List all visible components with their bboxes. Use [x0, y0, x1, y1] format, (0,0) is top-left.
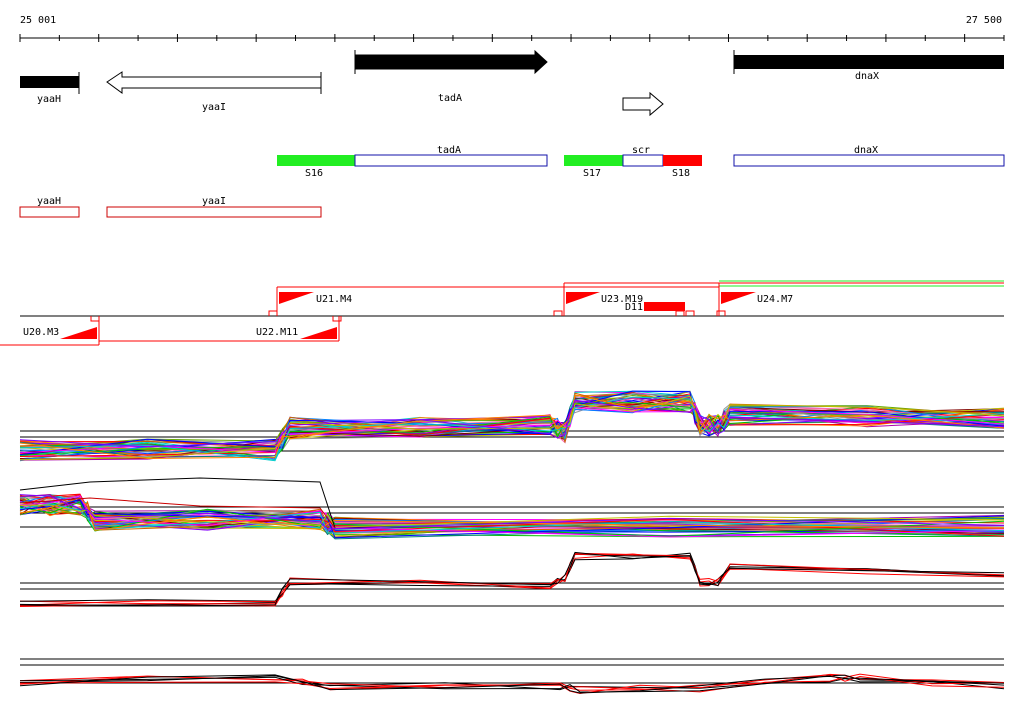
gene-small-arrow[interactable] — [622, 91, 664, 117]
transcript-track: tadA S16 scr S17 S18 dnaX — [277, 145, 1005, 179]
promoter-U22-label: U22.M11 — [256, 327, 298, 338]
promoter-site-mark — [553, 310, 563, 316]
gene-yaaI-label: yaaI — [202, 102, 226, 113]
expression-profile-line — [19, 553, 1005, 606]
expression-profile-line — [19, 553, 1005, 602]
annotation-yaaI-box[interactable] — [106, 206, 322, 218]
expression-profile-line — [19, 495, 1005, 533]
expression-profile-line — [19, 504, 1005, 528]
expression-profile-line — [19, 673, 1005, 693]
annotation-track: yaaH yaaI — [19, 196, 322, 218]
transcript-tadA-label: tadA — [437, 145, 461, 156]
expression-profile-line — [19, 551, 1005, 607]
gene-tadA-arrow[interactable] — [354, 49, 548, 75]
transcript-tadA-bar[interactable] — [354, 154, 548, 167]
promoter-U24-label: U24.M7 — [757, 294, 793, 305]
element-D11-label: D11 — [625, 302, 643, 313]
annotation-yaaH-label: yaaH — [37, 196, 61, 207]
segment-S16-label: S16 — [305, 168, 323, 179]
annotation-yaaH-box[interactable] — [19, 206, 80, 218]
axis-start-label: 25 001 — [20, 15, 56, 26]
promoter-U20-flag[interactable] — [60, 327, 97, 339]
expression-profile-line — [19, 493, 1005, 530]
promoter-U20-label: U20.M3 — [23, 327, 59, 338]
segment-S18-bar[interactable] — [663, 155, 702, 166]
promoter-site-mark — [685, 310, 695, 316]
expression-profile-line — [19, 495, 1005, 538]
promoter-site-mark — [332, 316, 342, 322]
expression-profile-line — [19, 497, 336, 529]
transcript-dnaX-label: dnaX — [854, 145, 878, 156]
expression-profile-line — [19, 477, 336, 529]
expression-panel-2 — [19, 477, 1005, 540]
gene-dnaX-label: dnaX — [855, 71, 879, 82]
expression-profile-line — [19, 674, 1005, 693]
axis-end-label: 27 500 — [966, 15, 1002, 26]
expression-profile-line — [19, 497, 1005, 531]
expression-profile-line — [19, 399, 1005, 448]
promoter-site-marks — [90, 310, 726, 322]
coordinate-ruler: 25 001 27 500 — [19, 15, 1005, 42]
promoter-site-mark — [716, 310, 726, 316]
ruler-ticks — [19, 34, 1005, 42]
segment-S16-bar[interactable] — [277, 155, 355, 166]
promoter-U23-label: U23.M19 — [601, 294, 643, 305]
expression-profile-line — [19, 674, 1005, 695]
expression-panel-3 — [19, 551, 1005, 607]
expression-profile-line — [19, 674, 1005, 694]
gene-yaaH-label: yaaH — [37, 94, 61, 105]
expression-profile-line — [19, 395, 1005, 461]
segment-S18-label: S18 — [672, 168, 690, 179]
promoter-U24-flag[interactable] — [721, 292, 756, 304]
promoter-site-mark — [90, 316, 100, 322]
expression-panel-1 — [19, 390, 1005, 462]
expression-profile-line — [19, 396, 1005, 462]
segment-S17-label: S17 — [583, 168, 601, 179]
gene-yaaI-arrow[interactable] — [106, 71, 322, 94]
promoter-U22-flag[interactable] — [300, 327, 337, 339]
expression-profile-line — [19, 553, 1005, 607]
promoter-track: U21.M4 U23.M19 D11 U24.M7 U20.M3 U22.M11 — [0, 280, 1004, 346]
expression-panel-4 — [19, 658, 1005, 695]
transcript-dnaX-bar[interactable] — [733, 154, 1005, 167]
expression-profile-line — [19, 394, 1005, 460]
element-D11-bar[interactable] — [644, 302, 685, 311]
expression-profile-line — [19, 494, 1005, 530]
promoter-U21-flag[interactable] — [279, 292, 314, 304]
transcript-scr-bar[interactable] — [622, 154, 664, 167]
annotation-yaaI-label: yaaI — [202, 196, 226, 207]
expression-profile-line — [19, 501, 1005, 537]
promoter-U23-flag[interactable] — [566, 292, 600, 304]
transcript-scr-label: scr — [632, 145, 650, 156]
gene-dnaX-bar[interactable] — [734, 55, 1004, 69]
promoter-site-mark — [675, 310, 685, 316]
expression-profile-line — [19, 503, 1005, 534]
promoter-U21-label: U21.M4 — [316, 294, 352, 305]
expression-profile-line — [19, 392, 1005, 449]
segment-S17-bar[interactable] — [564, 155, 623, 166]
gene-tadA-label: tadA — [438, 93, 462, 104]
promoter-site-mark — [268, 310, 278, 316]
gene-yaaH-bar[interactable] — [20, 76, 79, 88]
expression-profile-line — [19, 552, 1005, 606]
expression-profile-line — [19, 552, 1005, 605]
gene-track: yaaH yaaI tadA dnaX — [20, 49, 1004, 117]
